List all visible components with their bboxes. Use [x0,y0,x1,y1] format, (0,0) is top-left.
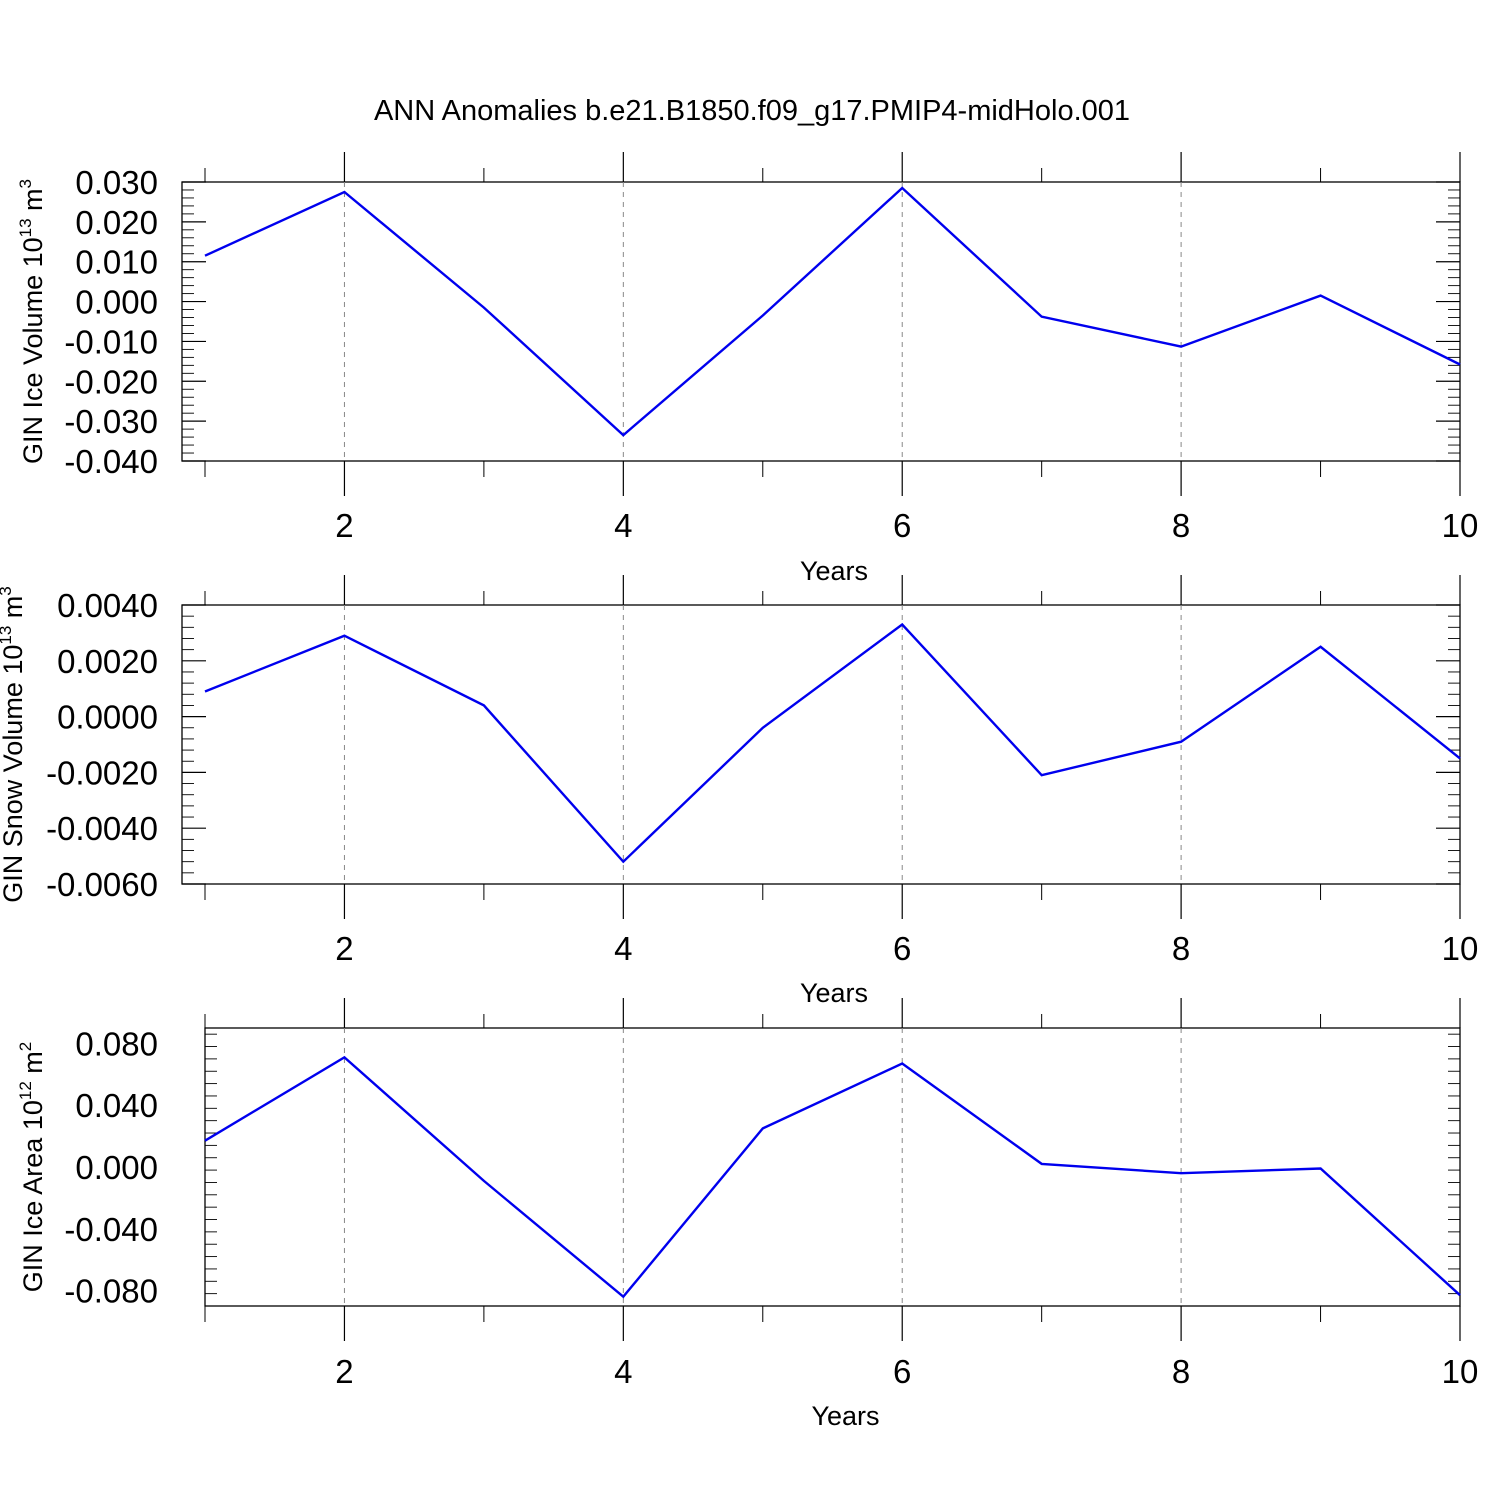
y-tick-label: -0.0020 [46,754,158,791]
y-tick-label: -0.020 [64,363,158,400]
y-axis-label: GIN Ice Volume 1013 m3 [16,179,48,464]
x-tick-label: 8 [1172,1353,1190,1390]
y-tick-label: 0.000 [75,1149,158,1186]
x-axis-label: Years [800,978,868,1008]
series-line-1 [204,186,1461,437]
y-axis-label-exponent: 12 [16,1081,35,1100]
y-tick-label: 0.020 [75,204,158,241]
y-axis-label-unit-exponent: 3 [16,179,35,188]
y-axis-label-unit-exponent: 2 [16,1042,35,1051]
y-axis-label: GIN Ice Area 1012 m2 [16,1042,48,1293]
x-tick-label: 10 [1442,1353,1479,1390]
y-tick-label: 0.0040 [57,587,158,624]
x-axis-label: Years [800,556,868,586]
x-tick-label: 2 [335,930,353,967]
chart-panel-2: 2 4 6 8 10 Years 0.0040 0.0020 0.0000 -0.0020 -0.0… [0,575,1478,1008]
x-axis-label: Years [811,1401,879,1431]
panels: 2 4 6 8 10Years0.0300.0200.0100.000-0.010-0.… [0,152,1478,1431]
y-tick-label: -0.0060 [46,866,158,903]
y-axis-label-exponent: 13 [16,218,35,237]
y-tick-label: 0.0020 [57,643,158,680]
x-tick-label: 4 [614,507,632,544]
chart-panel-3: 2 4 6 8 10 Years 0.080 0.040 0.000 -0.040 -0.080 GI… [16,998,1478,1431]
plot-frame [181,181,1461,462]
figure-title: ANN Anomalies b.e21.B1850.f09_g17.PMIP4-… [374,95,1130,127]
y-tick-label: -0.040 [64,1211,158,1248]
series-line-1 [204,622,1461,864]
y-tick-label: -0.030 [64,403,158,440]
y-axis-label-exponent: 13 [0,626,15,645]
x-tick-label: 6 [893,507,911,544]
x-tick-label: 4 [614,930,632,967]
y-tick-label: 0.0000 [57,699,158,736]
y-tick-label: 0.080 [75,1025,158,1062]
x-tick-label: 2 [335,507,353,544]
y-tick-label: 0.000 [75,284,158,321]
x-tick-label: 8 [1172,930,1190,967]
y-axis-label: GIN Snow Volume 1013 m3 [0,586,28,903]
x-tick-label: 8 [1172,507,1190,544]
x-tick-label: 6 [893,1353,911,1390]
series-line-1 [204,1055,1461,1299]
y-tick-label: -0.0040 [46,810,158,847]
x-tick-label: 10 [1442,507,1479,544]
x-tick-label: 10 [1442,930,1479,967]
plot-frame [204,1027,1461,1307]
y-tick-label: -0.080 [64,1273,158,1310]
y-tick-label: 0.030 [75,164,158,201]
y-tick-label: -0.040 [64,443,158,480]
y-tick-label: 0.040 [75,1087,158,1124]
x-tick-label: 2 [335,1353,353,1390]
x-tick-label: 4 [614,1353,632,1390]
plot-frame [181,604,1461,885]
y-axis-label-unit-exponent: 3 [0,586,15,595]
chart-panel-1: 2 4 6 8 10Years0.0300.0200.0100.000-0.010-0.… [16,152,1478,586]
y-tick-label: 0.010 [75,244,158,281]
y-tick-label: -0.010 [64,323,158,360]
x-tick-label: 6 [893,930,911,967]
